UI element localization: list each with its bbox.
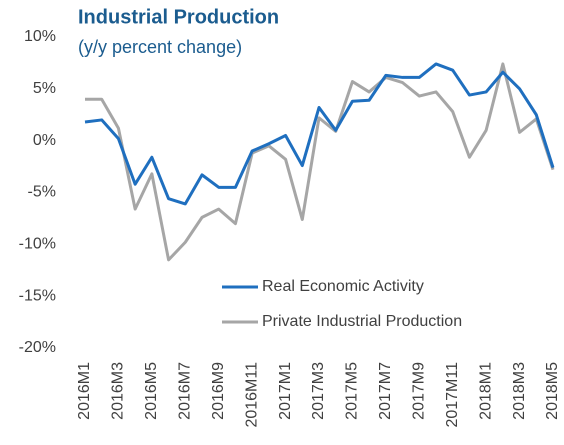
y-tick-label: -20% [19, 339, 56, 356]
x-tick-label: 2018M3 [511, 362, 528, 420]
y-tick-label: 10% [24, 28, 56, 45]
x-tick-label: 2018M5 [544, 362, 561, 420]
y-tick-label: -15% [19, 287, 56, 304]
x-tick-label: 2016M11 [243, 362, 260, 428]
legend-label: Private Industrial Production [262, 313, 462, 330]
chart-subtitle: (y/y percent change) [78, 37, 242, 57]
x-tick-label: 2016M9 [210, 362, 227, 420]
x-tick-label: 2017M7 [377, 362, 394, 420]
x-tick-label: 2017M1 [277, 362, 294, 420]
x-tick-label: 2016M7 [177, 362, 194, 420]
y-tick-label: 0% [33, 132, 56, 149]
y-tick-label: 5% [33, 80, 56, 97]
x-tick-label: 2016M5 [143, 362, 160, 420]
legend-label: Real Economic Activity [262, 278, 424, 295]
series-line [84, 62, 555, 206]
x-tick-label: 2016M3 [110, 362, 127, 420]
x-tick-label: 2017M5 [344, 362, 361, 420]
y-tick-label: -5% [28, 184, 56, 201]
y-tick-label: -10% [19, 236, 56, 253]
chart-title: Industrial Production [78, 6, 279, 28]
x-tick-label: 2017M9 [411, 362, 428, 420]
x-tick-label: 2017M3 [310, 362, 327, 420]
x-tick-label: 2018M1 [477, 362, 494, 420]
series-line [85, 62, 555, 262]
x-tick-label: 2016M1 [76, 362, 93, 420]
x-tick-label: 2017M11 [444, 362, 461, 428]
